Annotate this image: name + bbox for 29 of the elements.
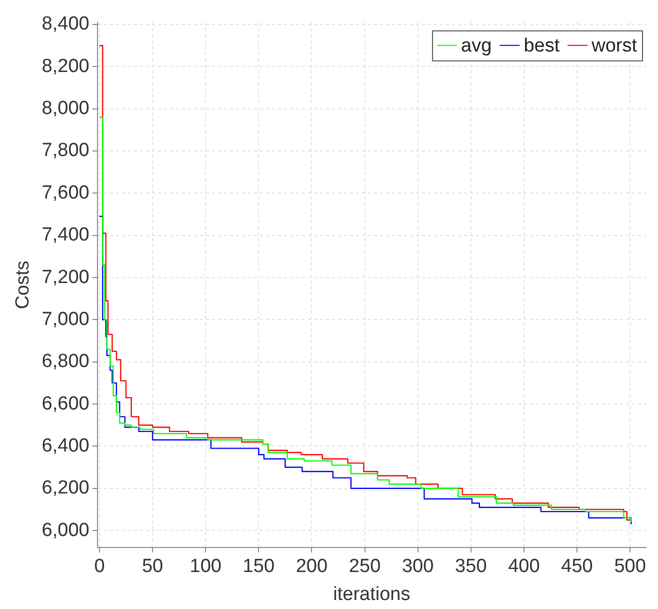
- y-tick-label: 7,800: [42, 140, 90, 162]
- x-tick-label: 200: [296, 556, 328, 578]
- x-tick-label: 350: [455, 556, 487, 578]
- x-tick-label: 50: [142, 556, 164, 578]
- y-tick-label: 8,000: [42, 98, 90, 120]
- y-tick-label: 7,000: [42, 308, 90, 330]
- x-tick-label: 150: [242, 556, 275, 578]
- legend-label: avg: [461, 36, 492, 57]
- legend-label: best: [524, 36, 560, 57]
- y-tick-label: 8,200: [42, 56, 90, 77]
- x-tick-label: 300: [402, 556, 434, 578]
- x-tick-label: 500: [614, 556, 646, 578]
- y-tick-label: 7,400: [42, 224, 90, 246]
- y-axis-title: Costs: [12, 260, 34, 310]
- y-tick-label: 7,200: [42, 266, 90, 288]
- y-tick-label: 6,000: [42, 520, 90, 541]
- x-tick-label: 400: [508, 556, 540, 578]
- y-tick-label: 8,400: [42, 14, 90, 35]
- y-tick-label: 7,600: [42, 182, 90, 204]
- x-tick-label: 0: [94, 556, 105, 578]
- x-axis-title: iterations: [333, 584, 410, 605]
- x-tick-label: 450: [561, 556, 593, 578]
- y-tick-label: 6,400: [42, 435, 90, 456]
- y-tick-label: 6,200: [42, 478, 90, 499]
- legend-label: worst: [590, 36, 638, 57]
- y-tick-label: 6,800: [42, 351, 90, 372]
- x-tick-label: 250: [348, 556, 381, 578]
- y-tick-label: 6,600: [42, 393, 90, 414]
- x-tick-label: 100: [190, 556, 222, 578]
